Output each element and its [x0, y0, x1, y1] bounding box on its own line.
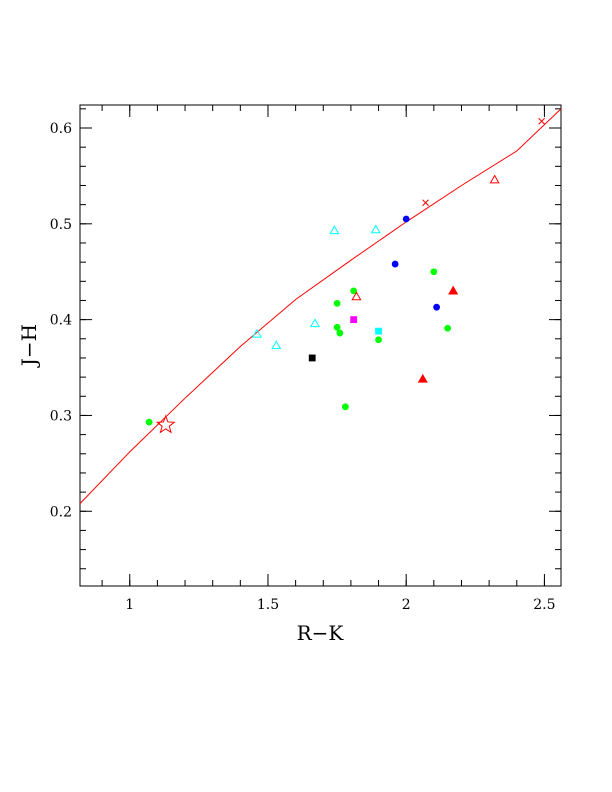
y-tick-label: 0.3: [50, 408, 72, 424]
data-point-triangle-filled: [417, 373, 428, 383]
data-point-triangle-open: [309, 318, 321, 328]
x-tick-label: 1.5: [257, 597, 279, 613]
data-point-circle: [336, 329, 344, 337]
model-curve: [79, 108, 562, 504]
cross-stroke: [422, 199, 429, 207]
data-point-circle: [145, 418, 153, 426]
data-point-triangle-open: [370, 224, 381, 234]
x-tick-label: 2: [402, 597, 411, 613]
data-point-triangle-open: [251, 328, 262, 338]
data-points: [145, 117, 546, 434]
data-point-triangle-open: [271, 340, 282, 350]
data-point-triangle-open: [351, 291, 362, 301]
y-tick-label: 0.4: [50, 313, 72, 329]
data-point-circle: [333, 299, 341, 307]
data-point-circle: [333, 323, 341, 331]
y-tick-label: 0.2: [50, 504, 72, 520]
tick-labels: 1 1.5 2 2.5 0.2 0.3 0.4 0.5 0.6: [50, 121, 556, 613]
data-point-circle: [402, 215, 410, 223]
axis-ticks: [80, 105, 561, 586]
plot-frame: [79, 104, 562, 587]
x-axis-title: R−K: [297, 621, 345, 645]
curve-cross-mark: [538, 117, 546, 125]
y-axis-title: J−H: [17, 324, 41, 368]
data-point-circle: [433, 303, 441, 311]
cross-stroke: [538, 117, 546, 125]
data-point-square: [350, 316, 358, 324]
star-marker: [155, 414, 176, 434]
x-tick-label: 2.5: [533, 597, 555, 613]
curve-cross-mark: [422, 199, 429, 207]
data-point-circle: [375, 336, 382, 344]
data-point-triangle-open: [329, 225, 340, 235]
data-point-circle: [341, 403, 349, 411]
data-point-circle: [391, 260, 399, 268]
x-tick-label: 1: [125, 597, 134, 613]
data-point-circle: [350, 287, 358, 295]
data-point-circle: [444, 324, 452, 332]
y-tick-label: 0.5: [50, 217, 72, 233]
data-point-triangle-open: [489, 174, 500, 184]
y-tick-label: 0.6: [50, 121, 72, 137]
data-point-circle: [430, 268, 438, 276]
data-point-triangle-filled: [448, 285, 459, 295]
data-point-square: [375, 327, 382, 335]
data-point-square: [308, 354, 316, 362]
